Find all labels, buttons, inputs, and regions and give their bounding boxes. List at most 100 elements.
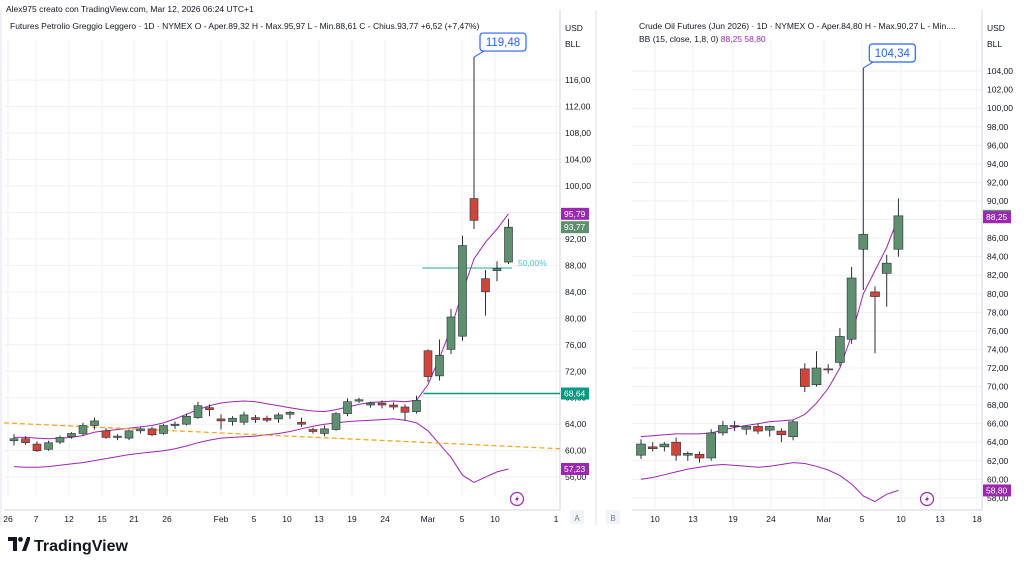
candle — [729, 420, 740, 432]
axis-button-label: A — [574, 514, 580, 523]
candle-body — [400, 406, 410, 413]
right-time-axis: 10 13 19 24 Mar 5 10 13 18 — [650, 514, 982, 524]
candle — [776, 428, 787, 443]
candle — [90, 417, 99, 430]
peak-callout-box — [479, 32, 527, 52]
candle — [846, 266, 857, 344]
y-tick-label: 86,00 — [987, 233, 1009, 243]
candle-body — [706, 432, 717, 459]
y-tick-label: 112,00 — [565, 102, 591, 112]
candle — [9, 434, 19, 446]
candle — [799, 363, 810, 393]
candle-body — [764, 426, 775, 431]
x-tick-label: Mar — [421, 514, 436, 524]
right-bollinger — [640, 217, 899, 503]
candle-body — [297, 421, 306, 425]
right-chart-legend: Crude Oil Futures (Jun 2026) · 1D · NYME… — [639, 21, 956, 31]
x-tick-label: 19 — [728, 514, 738, 524]
candle — [423, 349, 433, 382]
candle — [193, 401, 203, 419]
x-tick-label: 5 — [860, 514, 865, 524]
candle-body — [423, 350, 433, 377]
x-tick-label: 21 — [129, 514, 139, 524]
candle — [671, 437, 681, 461]
candle — [858, 67, 869, 291]
candle-body — [239, 414, 249, 423]
candle-body — [659, 443, 670, 448]
candle-body — [101, 430, 111, 438]
candle-body — [354, 399, 364, 402]
x-tick-label: Feb — [214, 514, 229, 524]
candle — [389, 402, 398, 410]
price-tag-label: 88,25 — [986, 212, 1008, 222]
candle — [435, 339, 444, 381]
x-tick-label: 1 — [554, 514, 559, 524]
x-tick-label: 10 — [490, 514, 500, 524]
peak-callout-box — [868, 43, 916, 63]
price-tag — [983, 484, 1011, 497]
candle — [412, 395, 421, 414]
candle — [205, 404, 214, 417]
y-tick-label: 64,00 — [565, 419, 587, 429]
trendline — [3, 422, 561, 450]
candle-body — [682, 453, 693, 456]
candle-body — [718, 425, 728, 434]
right-price-axis: 58,00 60,00 62,00 64,00 66,00 68,00 70,00 72,00… — [987, 66, 1013, 503]
candle-body — [113, 435, 122, 438]
candle-body — [78, 425, 88, 434]
y-tick-label: 56,00 — [565, 472, 587, 482]
y-tick-label: 76,00 — [565, 340, 587, 350]
candle — [400, 404, 410, 421]
candle-body — [262, 417, 272, 421]
candle — [823, 364, 834, 374]
candle-body — [846, 277, 857, 340]
candle-body — [343, 401, 352, 414]
y-tick-label: 102,00 — [987, 85, 1013, 95]
candle — [170, 421, 180, 429]
right-bb-legend: BB (15, close, 1,8, 0) 88,25 58,80 — [639, 34, 766, 44]
candle-body — [504, 226, 513, 263]
y-tick-label: 84,00 — [565, 287, 587, 297]
peak-callout-label: 119,48 — [486, 37, 520, 49]
candle-body — [285, 411, 295, 415]
right-grid — [632, 39, 982, 509]
candle-body — [251, 417, 260, 420]
candle — [55, 435, 65, 445]
candle-body — [435, 355, 444, 377]
y-tick-label: 58,00 — [987, 493, 1009, 503]
candle-body — [377, 402, 387, 406]
price-tag — [561, 387, 589, 400]
x-tick-label: 5 — [252, 514, 257, 524]
attribution-text: Alex975 creato con TradingView.com, Mar … — [6, 4, 254, 14]
candle — [147, 426, 157, 437]
y-tick-label: 70,00 — [987, 382, 1009, 392]
candle-body — [893, 215, 904, 250]
candle-body — [205, 407, 214, 410]
x-tick-label: 26 — [162, 514, 172, 524]
candle-body — [389, 404, 398, 408]
candle-body — [458, 245, 467, 337]
unit-label: BLL — [987, 39, 1002, 49]
candle — [682, 451, 693, 461]
candle-body — [228, 417, 237, 422]
candle-body — [274, 414, 283, 420]
candle — [764, 425, 775, 437]
candle-body — [811, 367, 822, 385]
y-tick-label: 116,00 — [565, 75, 591, 85]
candle-body — [881, 262, 892, 274]
left-price-axis: 56,0060,0064,0068,0072,0076,0080,0084,00… — [565, 75, 591, 482]
candle — [870, 286, 880, 354]
x-tick-label: 15 — [97, 514, 107, 524]
y-tick-label: 82,00 — [987, 270, 1009, 280]
x-tick-label: 5 — [460, 514, 465, 524]
y-tick-label: 108,00 — [565, 128, 591, 138]
tv-logo-icon — [8, 537, 31, 556]
left-bollinger — [13, 213, 509, 483]
candle — [331, 412, 341, 431]
peak-callout-label: 104,34 — [875, 48, 911, 60]
candle — [492, 261, 502, 282]
bb-lower-line — [640, 462, 899, 503]
candle-body — [741, 426, 752, 430]
price-tag — [561, 221, 589, 234]
